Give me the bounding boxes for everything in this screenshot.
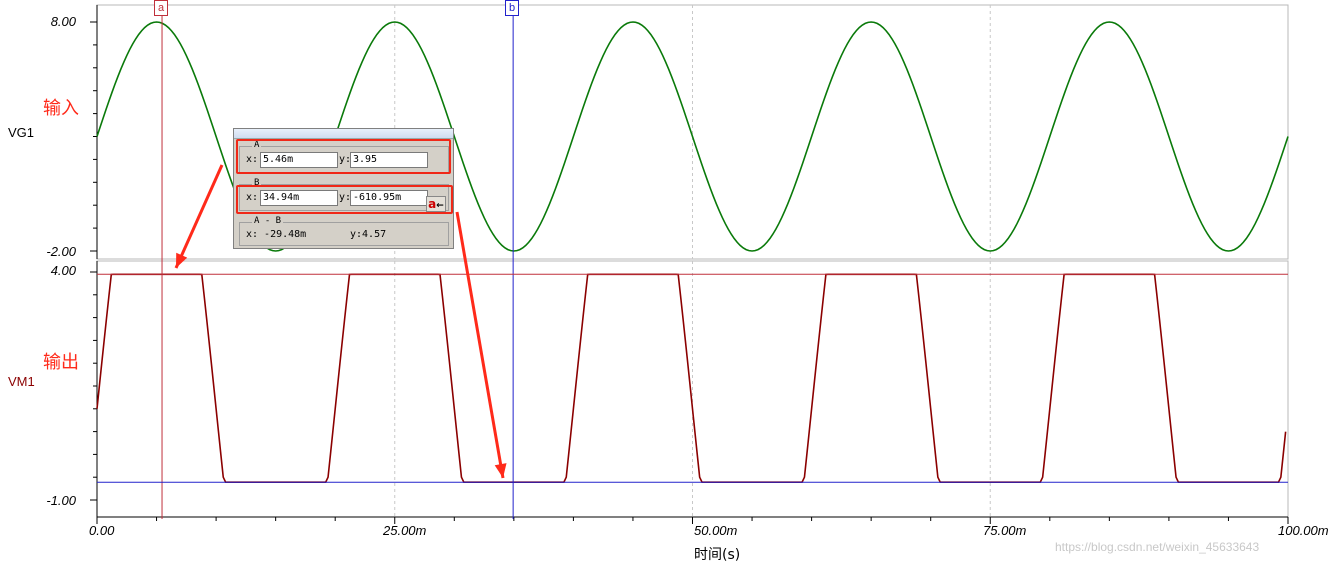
arrow-to-cursor-a [174,164,224,269]
highlight-box-a [236,139,451,174]
swap-cursor-label: a [428,197,437,211]
x-tick-label: 25.00m [383,523,427,538]
diff-x-value: x: -29.48m [246,229,307,240]
cursor-lines[interactable] [97,14,1288,519]
a-x-label: x: [246,154,259,165]
vg1-signal-label: VG1 [8,125,35,140]
cursor-b-handle[interactable]: b [505,0,519,16]
cursor-diff-group: A - B x: -29.48m y:4.57 [239,216,449,246]
a-y-field[interactable]: 3.95 [350,152,428,168]
cursor-b-group: B x: 34.94m y: -610.95m [239,178,449,211]
watermark: https://blog.csdn.net/weixin_45633643 [1055,540,1260,554]
vg1-ytick-top: 8.00 [50,14,76,29]
b-x-label: x: [246,192,259,203]
highlight-box-b [236,185,453,214]
a-x-field[interactable]: 5.46m [260,152,338,168]
arrow-to-cursor-b [455,211,505,479]
arrow-to-cursor-b-head [494,463,507,478]
cursor-a-group: A x: 5.46m y: 3.95 [239,140,449,173]
panel-titlebar[interactable] [234,129,453,139]
cursor-diff-group-title: A - B [252,216,284,226]
annotation-arrows [174,164,507,479]
x-tick-label: 50.00m [694,523,738,538]
vm1-ytick-top: 4.00 [50,263,76,278]
vm1-ytick-bottom: -1.00 [46,493,76,508]
cursor-readout-panel: A x: 5.46m y: 3.95 B x: 34.94m y: -610.9… [233,128,454,249]
swap-cursor-button[interactable]: a← [426,196,446,212]
diff-y-value: y:4.57 [350,229,387,240]
cursor-b-group-title: B [252,178,262,188]
x-axis-title: 时间(s) [694,547,741,563]
vm1-signal-label: VM1 [8,374,35,389]
b-x-field[interactable]: 34.94m [260,190,338,206]
cursor-a-handle[interactable]: a [154,0,168,16]
cursor-a-group-title: A [252,140,262,150]
x-tick-label: 0.00 [89,523,115,538]
vm1-trace [96,273,1287,484]
x-tick-label: 75.00m [983,523,1027,538]
x-tick-label: 100.00m [1278,523,1329,538]
output-annotation: 输出 [43,352,79,373]
vg1-ytick-bottom: -2.00 [46,244,76,259]
axis-ticks [90,21,1289,524]
a-y-label: y: [339,154,352,165]
input-annotation: 输入 [43,98,79,119]
b-y-label: y: [339,192,352,203]
arrow-to-cursor-a-head [176,252,188,268]
left-arrow-icon: ← [436,201,444,211]
